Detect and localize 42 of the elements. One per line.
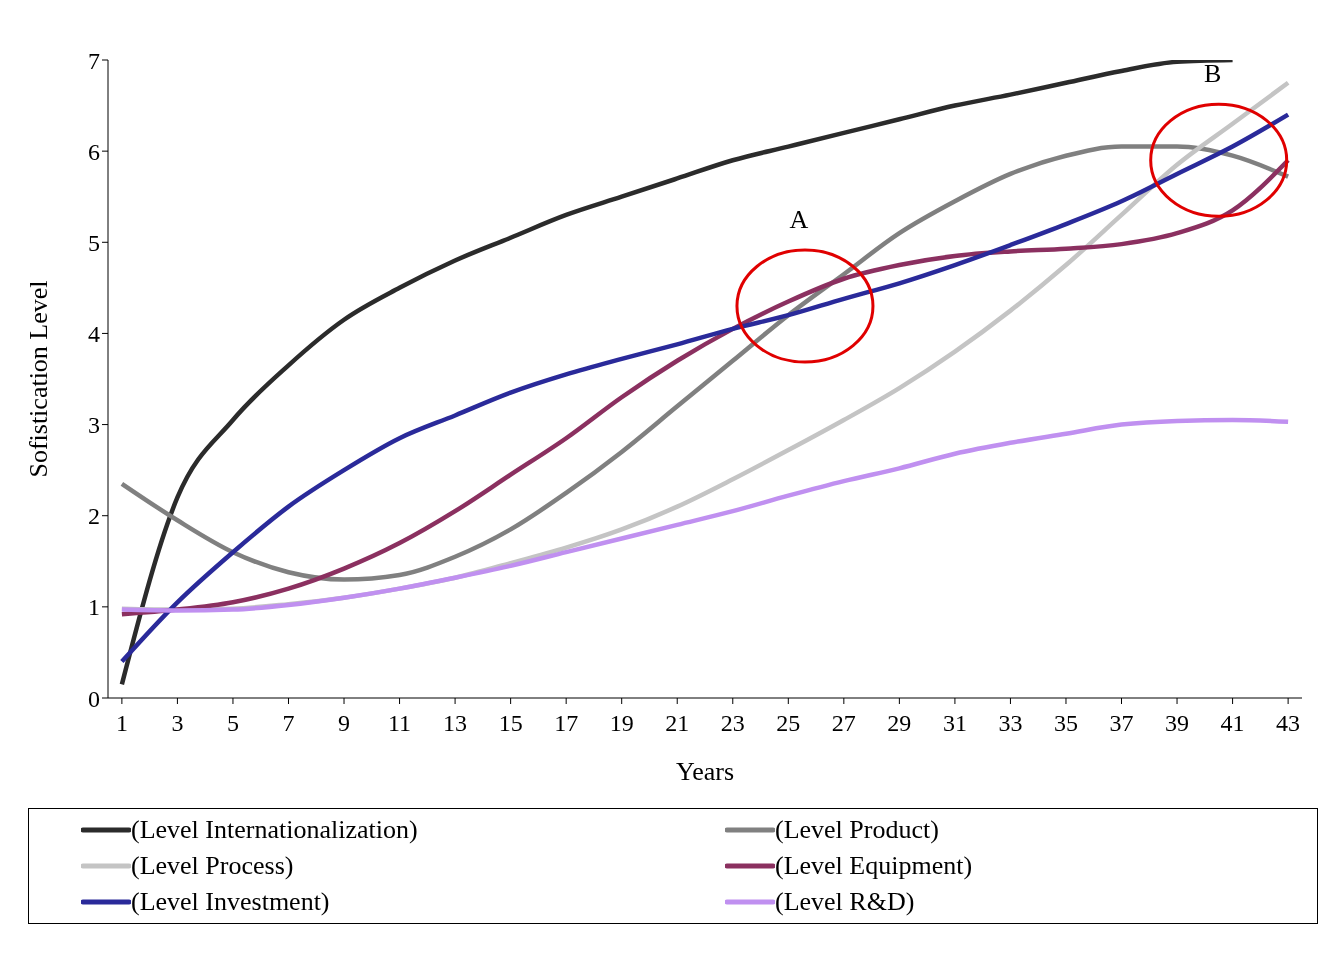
x-tick-label: 41 — [1220, 710, 1245, 737]
x-tick-label: 23 — [720, 710, 745, 737]
y-tick-label: 2 — [88, 503, 100, 530]
y-axis-title: Sofistication Level — [24, 280, 54, 478]
x-tick-label: 31 — [942, 710, 967, 737]
legend-label: (Level R&D) — [775, 887, 915, 917]
x-axis-title: Years — [675, 757, 735, 786]
x-tick-label: 29 — [887, 710, 912, 737]
x-tick-label: 9 — [338, 710, 351, 737]
y-tick-label: 4 — [88, 320, 100, 347]
y-tick-label: 1 — [88, 594, 100, 621]
annotation: A — [789, 205, 809, 235]
x-tick-label: 27 — [831, 710, 856, 737]
x-tick-label: 15 — [498, 710, 523, 737]
legend-label: (Level Equipment) — [775, 851, 973, 881]
x-tick-label: 17 — [554, 710, 579, 737]
x-tick-label: 19 — [609, 710, 634, 737]
x-tick-label: 25 — [776, 710, 801, 737]
x-tick-label: 13 — [443, 710, 468, 737]
x-tick-label: 39 — [1165, 710, 1190, 737]
x-tick-label: 37 — [1109, 710, 1134, 737]
legend-label: (Level Investment) — [131, 887, 330, 917]
y-tick-label: 5 — [88, 229, 100, 256]
x-tick-label: 43 — [1276, 710, 1301, 737]
line-series — [119, 417, 1291, 613]
x-tick-label: 21 — [665, 710, 690, 737]
x-tick-label: 3 — [171, 710, 184, 737]
x-tick-label: 7 — [282, 710, 295, 737]
legend-label: (Level Process) — [131, 851, 294, 881]
y-tick-label: 7 — [88, 47, 100, 74]
y-tick-label: 3 — [88, 412, 100, 439]
y-tick-label: 0 — [88, 685, 100, 712]
line-series — [119, 60, 1235, 687]
x-tick-label: 1 — [115, 710, 128, 737]
x-tick-label: 5 — [226, 710, 239, 737]
x-tick-label: 33 — [998, 710, 1023, 737]
x-tick-label: 35 — [1053, 710, 1078, 737]
legend-label: (Level Internationalization) — [131, 815, 418, 845]
x-tick-label: 11 — [388, 710, 412, 737]
annotation: B — [1204, 59, 1222, 89]
legend-label: (Level Product) — [775, 815, 939, 845]
y-tick-label: 6 — [88, 138, 100, 165]
